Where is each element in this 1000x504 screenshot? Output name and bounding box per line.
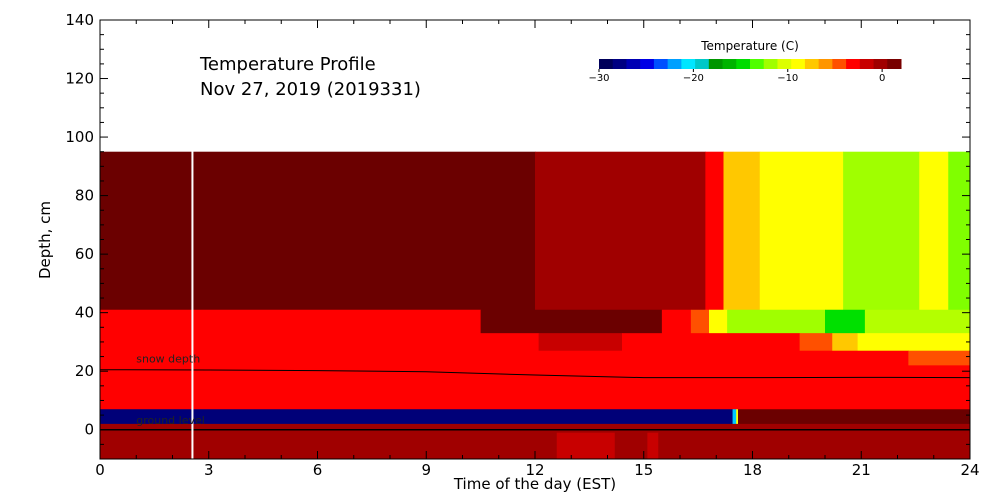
heatmap-cell [100, 365, 971, 410]
colorbar-swatch [887, 59, 902, 69]
y-tick-label: 80 [75, 187, 94, 205]
x-tick-label: 9 [421, 461, 431, 479]
colorbar-swatch [612, 59, 627, 69]
heatmap-cell [732, 409, 737, 425]
colorbar-swatch [763, 59, 778, 69]
heatmap-cells [100, 151, 971, 460]
x-tick-label: 12 [525, 461, 544, 479]
colorbar-swatch [791, 59, 806, 69]
colorbar-swatch [777, 59, 792, 69]
heatmap-cell [100, 350, 909, 366]
heatmap-cell [614, 432, 648, 460]
x-tick-label: 3 [204, 461, 214, 479]
heatmap-cell [647, 432, 659, 460]
colorbar-swatch [832, 59, 847, 69]
heatmap-cell [535, 151, 706, 311]
colorbar-title: Temperature (C) [700, 39, 799, 53]
colorbar-tick-label: −10 [777, 73, 798, 84]
y-tick-label: 140 [65, 11, 94, 29]
colorbar-swatch [708, 59, 724, 69]
heatmap-cell [709, 309, 728, 334]
chart-annotation: snow depth [136, 352, 200, 365]
heatmap-cell [622, 333, 801, 352]
colorbar-swatch [667, 59, 682, 69]
heatmap-cell [948, 151, 971, 311]
colorbar-swatch [846, 59, 861, 69]
chart-title-line2: Nov 27, 2019 (2019331) [200, 79, 421, 100]
colorbar-tick-label: −20 [683, 73, 704, 84]
colorbar-swatch [653, 59, 669, 69]
colorbar-swatch [873, 59, 888, 69]
heatmap-cell [919, 151, 949, 311]
colorbar-tick-label: 0 [879, 73, 885, 84]
colorbar-tick-label: −30 [588, 73, 609, 84]
heatmap-cell [799, 333, 833, 352]
heatmap-cell [690, 309, 710, 334]
heatmap-cell [480, 309, 663, 334]
colorbar-swatch [736, 59, 751, 69]
y-axis-label: Depth, cm [36, 201, 54, 279]
heatmap-cell [538, 333, 623, 352]
y-tick-label: 20 [75, 362, 94, 380]
x-tick-label: 15 [634, 461, 653, 479]
x-axis-label: Time of the day (EST) [453, 475, 616, 493]
heatmap-cell [705, 151, 724, 311]
heatmap-cell [100, 333, 540, 352]
heatmap-cell [857, 333, 971, 352]
heatmap-cell [723, 151, 761, 311]
colorbar-swatch [818, 59, 833, 69]
y-tick-label: 40 [75, 304, 94, 322]
colorbar-swatch [695, 59, 710, 69]
heatmap-cell [100, 409, 734, 425]
heatmap-cell [738, 409, 971, 425]
annotations: snow depth ground level [136, 352, 205, 426]
chart-annotation: ground level [136, 414, 205, 427]
x-tick-label: 18 [743, 461, 762, 479]
heatmap-cell [908, 350, 971, 366]
colorbar-swatch [859, 59, 875, 69]
x-tick-label: 24 [960, 461, 979, 479]
heatmap-cell [727, 309, 826, 334]
x-tick-label: 21 [852, 461, 871, 479]
colorbar-swatch [722, 59, 737, 69]
heatmap-cell [832, 333, 859, 352]
colorbar-swatch [681, 59, 696, 69]
y-tick-label: 120 [65, 70, 94, 88]
colorbar-swatch [626, 59, 641, 69]
heatmap-cell [556, 432, 616, 460]
heatmap-cell [736, 409, 739, 425]
heatmap-cell [843, 151, 920, 311]
colorbar-swatch [750, 59, 765, 69]
x-tick-label: 0 [95, 461, 105, 479]
heatmap-cell [825, 309, 866, 334]
y-tick-label: 0 [84, 421, 94, 439]
overlay-lines [99, 20, 971, 459]
heatmap-cell [100, 309, 482, 334]
heatmap-cell [759, 151, 844, 311]
heatmap-cell [100, 423, 971, 434]
colorbar-swatch [640, 59, 655, 69]
y-tick-label: 60 [75, 245, 94, 263]
heatmap-cell [100, 432, 558, 460]
heatmap-cell [100, 151, 536, 311]
axis-ticks: 0 3 6 9 12 15 18 21 24 0 20 40 60 80 100 120 140 [65, 11, 979, 479]
heatmap-cell [864, 309, 971, 334]
heatmap-cell [658, 432, 971, 460]
colorbar-swatch [804, 59, 820, 69]
colorbar: Temperature (C) −30 −20 −10 0 [588, 39, 902, 84]
heatmap-cell [661, 309, 692, 334]
chart-title-line1: Temperature Profile [199, 54, 376, 75]
y-tick-label: 100 [65, 128, 94, 146]
x-tick-label: 6 [313, 461, 323, 479]
snow-depth-line [99, 369, 971, 379]
colorbar-swatch [599, 59, 614, 69]
